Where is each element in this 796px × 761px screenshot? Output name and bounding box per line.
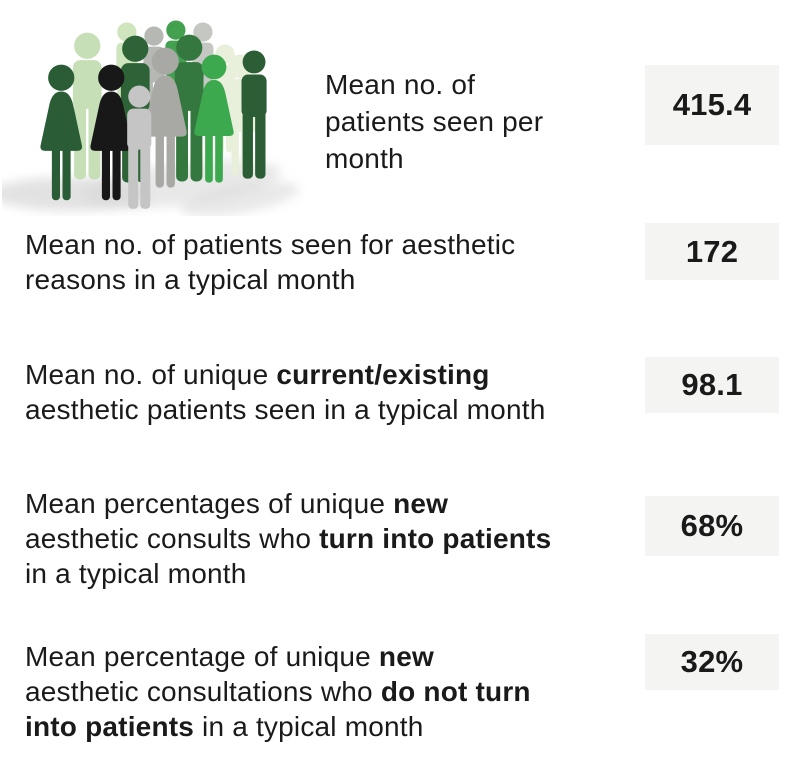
stat-label: Mean percentage of unique new aesthetic c… — [25, 641, 531, 742]
crowd-illustration — [2, 20, 300, 216]
stat-label: Mean no. of patients seen for aesthetic r… — [25, 229, 516, 295]
stat-label: Mean no. of patients seen per month — [325, 69, 544, 174]
stat-value: 415.4 — [672, 87, 752, 122]
stat-value: 32% — [680, 644, 744, 679]
stat-label: Mean no. of unique current/existing aesth… — [25, 359, 546, 425]
stat-value: 68% — [680, 508, 744, 543]
stat-value-box: 68% — [645, 496, 779, 556]
stat-value-box: 32% — [645, 634, 779, 690]
stat-value: 172 — [685, 233, 739, 269]
person-figure — [72, 32, 102, 180]
stat-value: 98.1 — [681, 367, 743, 402]
stat-label: Mean percentages of unique new aesthetic … — [25, 488, 552, 589]
stat-value-box: 98.1 — [645, 357, 779, 413]
stat-value-box: 415.4 — [645, 65, 779, 145]
stat-value-box: 172 — [645, 223, 779, 280]
crowd-shadow — [180, 181, 300, 216]
